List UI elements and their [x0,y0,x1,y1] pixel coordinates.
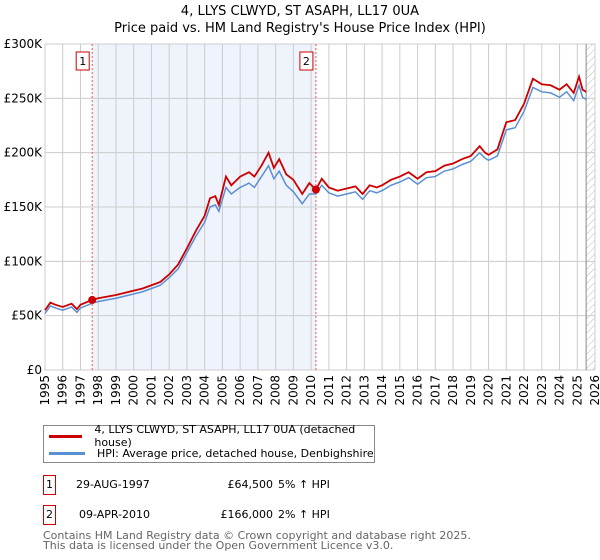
x-tick-label: 2001 [144,375,158,406]
x-tick-label: 2015 [393,375,407,406]
transaction-hpi: 2% ↑ HPI [278,508,330,521]
transaction-date: 09-APR-2010 [79,508,151,521]
x-tick-label: 2002 [162,375,176,406]
y-tick-label: £200K [4,146,44,160]
chart-subtitle: Price paid vs. HM Land Registry's House … [114,21,486,36]
footer-copyright: Contains HM Land Registry data © Crown c… [43,529,471,542]
transaction-hpi: 5% ↑ HPI [278,478,330,491]
y-tick-label: £300K [4,37,44,51]
y-tick-label: £150K [4,200,44,214]
x-tick-label: 2024 [553,375,567,406]
sale-point [88,295,97,304]
x-tick-label: 2004 [198,375,212,406]
x-tick-label: 2008 [269,375,283,406]
legend-swatch [49,451,85,455]
legend-label: HPI: Average price, detached house, Denb… [97,446,374,460]
sale-label: 1 [79,55,86,68]
y-tick-label: £0 [27,363,42,377]
chart-title: 4, LLYS CLWYD, ST ASAPH, LL17 0UA [180,4,420,19]
x-tick-label: 2013 [357,375,371,406]
x-tick-label: 2016 [411,375,425,406]
legend-item-hpi: HPI: Average price, detached house, Denb… [44,445,374,461]
x-tick-label: 1995 [38,375,52,406]
y-tick-label: £50K [11,309,43,323]
x-tick-label: 2007 [251,375,265,406]
x-tick-label: 2000 [127,375,141,406]
legend-item-property: 4, LLYS CLWYD, ST ASAPH, LL17 0UA (detac… [44,423,374,449]
x-tick-label: 2009 [286,375,300,406]
x-tick-label: 1998 [91,375,105,406]
x-tick-label: 2006 [233,375,247,406]
x-tick-label: 2018 [446,375,460,406]
sale-point [311,185,320,194]
transaction-marker: 1 [43,475,56,495]
x-tick-label: 2019 [464,375,478,406]
x-tick-label: 2010 [304,375,318,406]
x-tick-label: 2014 [375,375,389,406]
x-tick-label: 2003 [180,375,194,406]
legend: 4, LLYS CLWYD, ST ASAPH, LL17 0UA (detac… [43,423,375,463]
footer-licence: This data is licensed under the Open Gov… [43,539,394,552]
x-tick-label: 2025 [570,375,584,406]
x-tick-label: 2026 [588,375,600,406]
sale-label: 2 [303,55,310,68]
y-tick-label: £100K [4,254,44,268]
x-tick-label: 1997 [73,375,87,406]
legend-label: 4, LLYS CLWYD, ST ASAPH, LL17 0UA (detac… [94,423,356,449]
transaction-price: £64,500 [227,478,274,491]
sale-label-box [75,51,90,71]
sale-label-box [299,51,314,71]
footer: Contains HM Land Registry data © Crown c… [43,529,471,552]
x-tick-label: 2023 [535,375,549,406]
y-tick-label: £250K [4,91,44,105]
x-tick-label: 2022 [517,375,531,406]
transaction-row: 2 09-APR-2010 £166,000 2% ↑ HPI [43,505,443,525]
transaction-date: 29-AUG-1997 [76,478,150,491]
transaction-row: 1 29-AUG-1997 £64,500 5% ↑ HPI [43,475,443,495]
x-tick-label: 2005 [215,375,229,406]
x-tick-label: 1999 [109,375,123,406]
x-tick-label: 2012 [340,375,354,406]
price-chart: 1995 1996 1997 1998 1999 2000 2001 2002 2003 2004… [4,37,600,406]
transaction-price: £166,000 [220,508,274,521]
transaction-marker: 2 [43,505,56,525]
x-tick-label: 2011 [322,375,336,406]
x-tick-label: 2017 [428,375,442,406]
plot-frame [44,43,596,371]
x-tick-label: 2021 [499,375,513,406]
x-tick-label: 1996 [56,375,70,406]
x-tick-label: 2020 [482,375,496,406]
legend-swatch [49,434,83,438]
hpi-line [44,82,587,314]
